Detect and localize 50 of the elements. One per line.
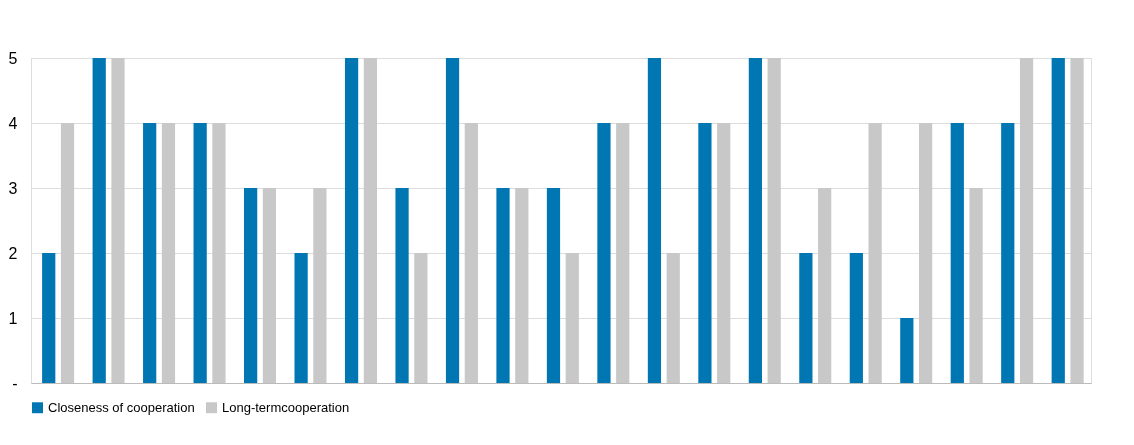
y-tick-label: 2: [8, 244, 18, 262]
y-tick-label: -: [12, 374, 18, 392]
bar: [143, 123, 157, 383]
bar: [1051, 58, 1065, 383]
bar: [546, 188, 561, 383]
bar: [496, 188, 510, 383]
bar: [698, 123, 712, 383]
bar: [60, 123, 75, 383]
bar: [565, 253, 579, 383]
y-tick-label: 3: [8, 179, 18, 197]
legend-label: Closeness of cooperation: [48, 399, 195, 415]
bar: [666, 253, 680, 383]
bar: [900, 318, 914, 383]
legend-label: Long-termcooperation: [222, 399, 350, 415]
bar: [42, 253, 56, 383]
bar: [515, 188, 529, 383]
bar: [717, 123, 731, 383]
bar: [647, 58, 662, 383]
bar: [414, 253, 428, 383]
bar: [849, 253, 863, 383]
bar: [767, 58, 781, 383]
bar: [464, 123, 478, 383]
bar: [363, 58, 377, 383]
bar: [818, 188, 832, 383]
bar: [597, 123, 611, 383]
bar: [1001, 123, 1015, 383]
bar: [262, 188, 277, 383]
y-tick-label: 1: [8, 309, 18, 327]
bar: [193, 123, 207, 383]
bar: [294, 253, 308, 383]
bar: [1070, 58, 1084, 383]
y-tick-label: 4: [8, 114, 18, 132]
bar: [111, 58, 125, 383]
bar: [1019, 58, 1034, 383]
bar: [868, 123, 882, 383]
bar: [950, 123, 964, 383]
bar: [313, 188, 327, 383]
bar: [212, 123, 226, 383]
bar: [244, 188, 258, 383]
bar: [616, 123, 630, 383]
bar: [918, 123, 933, 383]
bar: [344, 58, 359, 383]
bar: [395, 188, 409, 383]
bar: [799, 253, 813, 383]
bar: [92, 58, 106, 383]
bar: [748, 58, 762, 383]
bar: [161, 123, 176, 383]
bar: [969, 188, 983, 383]
bar: [445, 58, 460, 383]
y-tick-label: 5: [8, 49, 18, 67]
